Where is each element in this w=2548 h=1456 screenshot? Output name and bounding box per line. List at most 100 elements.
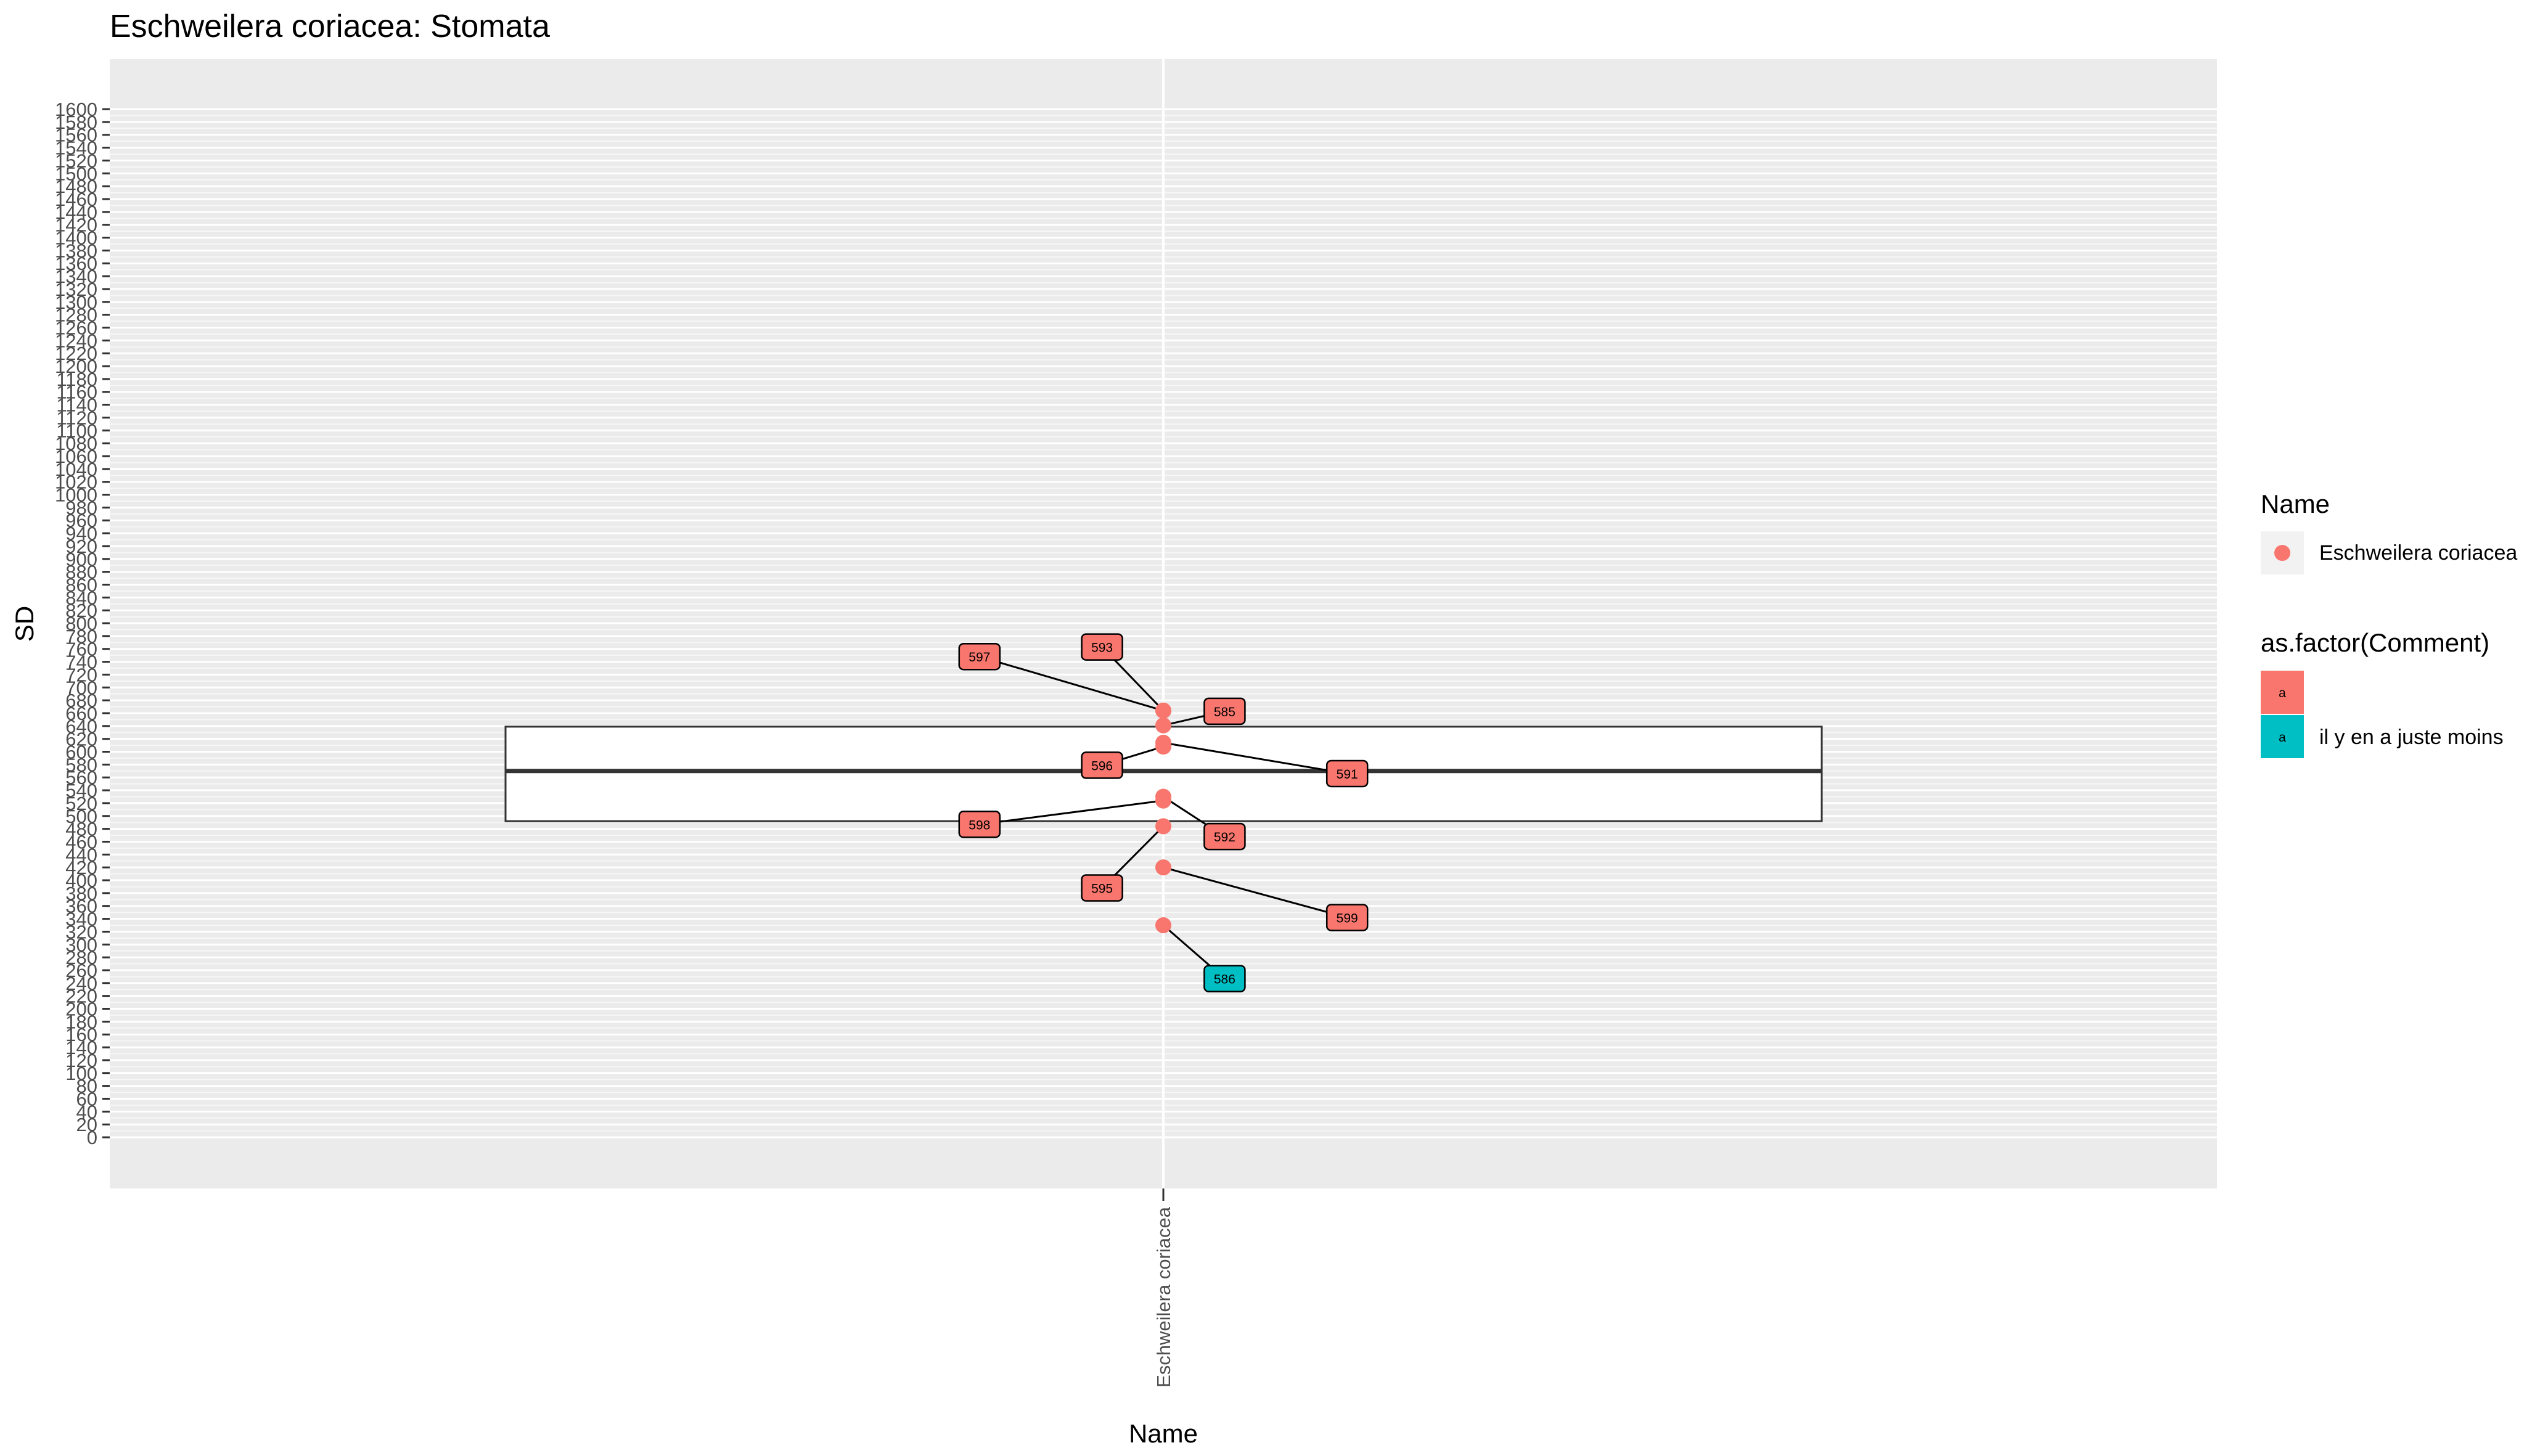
point-label-box [1203, 965, 1246, 992]
y-tick-label: 760 [65, 639, 97, 660]
y-tick-label: 620 [65, 729, 97, 750]
legend-name-point [2274, 545, 2290, 561]
y-tick-label: 1300 [55, 292, 97, 313]
point-label-text: 598 [969, 818, 990, 832]
point-label-text: 591 [1337, 767, 1358, 782]
y-tick-label: 280 [65, 947, 97, 968]
y-tick-label: 1540 [55, 137, 97, 159]
data-point [1155, 738, 1171, 755]
y-tick-label: 640 [65, 716, 97, 737]
y-tick-label: 960 [65, 510, 97, 531]
point-label-text: 596 [1091, 759, 1113, 773]
y-tick-label: 420 [65, 857, 97, 878]
connector-line [979, 800, 1164, 825]
y-tick-label: 1400 [55, 227, 97, 249]
y-tick-label: 1520 [55, 150, 97, 171]
y-tick-label: 780 [65, 626, 97, 647]
y-tick-label: 0 [87, 1127, 97, 1148]
data-point [1155, 818, 1171, 835]
y-tick-label: 1600 [55, 99, 97, 120]
y-tick-label: 1480 [55, 176, 97, 197]
y-tick-label: 520 [65, 793, 97, 814]
y-tick-label: 1060 [55, 446, 97, 467]
y-tick-label: 1280 [55, 305, 97, 326]
data-points [1155, 702, 1171, 933]
y-tick-label: 980 [65, 497, 97, 518]
legend-comment-key-1 [2261, 671, 2304, 714]
legend-comment-label-2: il y en a juste moins [2319, 726, 2504, 749]
y-tick-label: 1000 [55, 485, 97, 506]
y-tick-label: 1260 [55, 317, 97, 338]
y-tick-label: 660 [65, 703, 97, 724]
y-tick-label: 1180 [56, 369, 97, 390]
y-tick-label: 680 [65, 690, 97, 711]
point-label-text: 595 [1091, 882, 1113, 896]
y-tick-label: 1560 [55, 125, 97, 146]
y-tick-label: 1080 [55, 433, 97, 454]
legend-comment-key-2-letter: a [2279, 730, 2286, 745]
y-tick-label: 1200 [55, 356, 97, 377]
legend: Name Eschweilera coriacea as.factor(Comm… [2261, 489, 2517, 758]
y-tick-label: 1320 [55, 279, 97, 300]
y-axis: 0204060801001201401601802002202402602803… [55, 99, 110, 1148]
point-label-box [1081, 874, 1123, 902]
y-tick-label: 1500 [55, 163, 97, 184]
point-label-box [1203, 822, 1246, 851]
x-axis-title: Name [1129, 1419, 1198, 1448]
y-tick-label: 1220 [55, 343, 97, 364]
point-label-box [958, 642, 1001, 671]
y-tick-label: 1240 [55, 330, 97, 351]
y-tick-label: 1160 [56, 382, 97, 403]
y-tick-label: 20 [76, 1114, 97, 1135]
y-tick-label: 500 [65, 806, 97, 827]
y-tick-label: 920 [65, 536, 97, 557]
point-label-text: 592 [1214, 830, 1235, 845]
point-label-text: 586 [1214, 973, 1235, 987]
y-tick-label: 60 [76, 1088, 97, 1110]
y-tick-label: 940 [65, 523, 97, 544]
y-tick-label: 820 [65, 600, 97, 621]
y-tick-label: 1580 [55, 112, 97, 133]
grid-lines [110, 59, 2217, 1188]
y-tick-label: 1420 [55, 215, 97, 236]
y-tick-label: 560 [65, 767, 97, 788]
y-tick-label: 840 [65, 587, 97, 608]
y-tick-label: 480 [65, 819, 97, 840]
data-point [1155, 792, 1171, 809]
point-label-box [1325, 904, 1369, 931]
y-tick-label: 100 [65, 1063, 97, 1084]
y-tick-label: 600 [65, 742, 97, 763]
y-tick-label: 220 [65, 986, 97, 1007]
y-tick-label: 240 [65, 973, 97, 994]
chart-title: Eschweilera coriacea: Stomata [110, 9, 550, 44]
point-label-box [1203, 697, 1246, 726]
point-label-text: 585 [1214, 705, 1235, 719]
legend-comment-key-1-letter: a [2279, 686, 2286, 700]
point-label-box [1081, 633, 1123, 661]
point-label-text: 599 [1337, 911, 1358, 925]
legend-comment-title: as.factor(Comment) [2261, 628, 2489, 657]
data-point [1155, 859, 1171, 876]
connector-line [979, 655, 1164, 712]
point-label-text: 597 [969, 650, 990, 665]
y-tick-label: 260 [65, 960, 97, 981]
y-tick-label: 40 [76, 1101, 97, 1123]
y-tick-label: 540 [65, 780, 97, 801]
y-tick-label: 380 [65, 883, 97, 904]
y-tick-label: 860 [65, 574, 97, 595]
y-tick-label: 1040 [55, 459, 97, 480]
data-point [1155, 717, 1171, 734]
point-label-box [1325, 759, 1369, 788]
y-tick-label: 140 [65, 1037, 97, 1058]
y-tick-label: 1360 [55, 253, 97, 274]
y-tick-label: 200 [65, 999, 97, 1020]
y-tick-label: 180 [65, 1011, 97, 1033]
y-tick-label: 440 [65, 844, 97, 865]
y-tick-label: 1380 [55, 240, 97, 261]
connector-line [1163, 742, 1348, 775]
legend-comment-key-2 [2261, 715, 2304, 758]
point-labels: 585 597 593 591 596 592 598 595 599 586 [958, 633, 1369, 992]
point-label-box [958, 811, 1001, 838]
y-tick-label: 300 [65, 934, 97, 955]
